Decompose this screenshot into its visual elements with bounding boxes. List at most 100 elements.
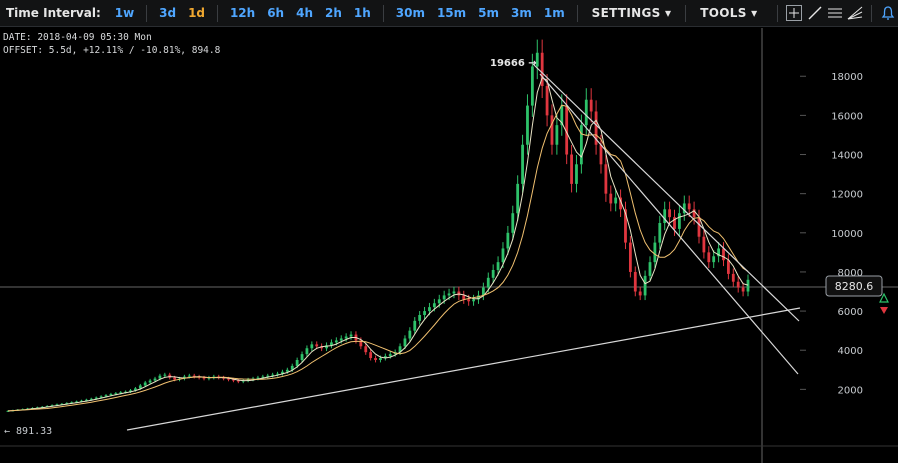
candle-body: [447, 293, 451, 296]
candle-body: [379, 358, 382, 361]
moving-average-fast-line: [7, 76, 749, 412]
candle-body: [712, 256, 716, 263]
candle-body: [310, 344, 314, 349]
candle-body: [673, 217, 676, 229]
candle-body: [369, 352, 373, 359]
toolbar-divider: [685, 4, 687, 22]
candle-body: [187, 375, 191, 377]
candle-body: [570, 154, 573, 184]
resistance-trendline: [532, 63, 800, 322]
y-axis-label: 18000: [831, 72, 863, 83]
candle-body: [236, 380, 240, 382]
candle-body: [408, 330, 412, 339]
interval-5m[interactable]: 5m: [478, 6, 500, 20]
y-axis-label: 2000: [838, 385, 863, 396]
interval-1w[interactable]: 1w: [114, 6, 135, 20]
candle-body: [94, 397, 98, 399]
candle-body: [722, 248, 725, 261]
candle-body: [129, 390, 132, 392]
candle-body: [589, 99, 593, 112]
candle-body: [736, 281, 740, 288]
candle-body: [143, 382, 147, 386]
candle-body: [344, 336, 348, 339]
candle-body: [65, 403, 69, 405]
candle-body: [75, 401, 79, 403]
candle-body: [148, 380, 152, 383]
bell-icon[interactable]: [878, 3, 898, 23]
candle-body: [285, 369, 289, 372]
candle-body: [423, 311, 426, 315]
candle-body: [330, 342, 333, 346]
toolbar-divider: [217, 4, 218, 22]
crosshair-info: DATE: 2018-04-09 05:30 Mon OFFSET: 5.5d,…: [3, 31, 220, 57]
price-chart[interactable]: 18000 16000 14000 12000 10000 8000 6000 4000 200…: [0, 28, 898, 463]
candle-body: [89, 398, 93, 400]
candle-body: [70, 402, 74, 404]
candle-body: [158, 375, 162, 379]
horizontal-lines-icon[interactable]: [825, 3, 845, 23]
alert-down-marker-icon[interactable]: [880, 307, 888, 314]
date-readout: DATE: 2018-04-09 05:30 Mon: [3, 32, 152, 43]
interval-1h[interactable]: 1h: [353, 6, 371, 20]
candle-body: [418, 314, 422, 321]
candle-body: [594, 111, 598, 145]
candle-body: [281, 371, 284, 374]
candle-body: [119, 392, 123, 394]
candle-body: [50, 405, 54, 407]
settings-menu[interactable]: SETTINGS ▾: [584, 6, 680, 20]
candle-body: [579, 125, 583, 165]
candle-body: [432, 303, 436, 308]
candle-body: [276, 373, 279, 375]
interval-12h[interactable]: 12h: [229, 6, 256, 20]
candle-body: [491, 269, 495, 278]
candle-body: [604, 164, 608, 194]
candle-body: [398, 346, 402, 353]
interval-4h[interactable]: 4h: [296, 6, 314, 20]
interval-3d[interactable]: 3d: [159, 6, 177, 20]
candle-body: [300, 354, 304, 361]
candle-body: [413, 320, 417, 331]
candle-body: [163, 374, 167, 376]
interval-2h[interactable]: 2h: [325, 6, 342, 20]
candle-body: [560, 105, 564, 126]
candle-body: [457, 291, 461, 296]
interval-3m[interactable]: 3m: [511, 6, 532, 20]
alert-up-marker-icon[interactable]: [879, 292, 889, 303]
candle-body: [707, 252, 711, 263]
candle-body: [746, 279, 750, 292]
interval-30m[interactable]: 30m: [395, 6, 425, 20]
fan-icon[interactable]: [845, 3, 865, 23]
candle-body: [521, 144, 524, 184]
candle-body: [246, 379, 250, 381]
candle-body: [677, 213, 681, 229]
trendline-icon[interactable]: [805, 3, 825, 23]
interval-6h[interactable]: 6h: [267, 6, 285, 20]
candle-body: [702, 236, 706, 253]
candle-body: [692, 209, 696, 218]
candle-body: [153, 378, 157, 381]
candle-body: [173, 377, 177, 380]
candle-body: [565, 105, 569, 155]
top-toolbar: Time Interval: 1w 3d 1d 12h 6h 4h 2h 1h …: [0, 0, 898, 27]
candle-body: [256, 377, 260, 379]
y-axis-label: 12000: [831, 190, 863, 201]
y-axis-label: 14000: [831, 151, 863, 162]
caret-down-icon: ▾: [751, 6, 758, 20]
tools-label: TOOLS: [700, 6, 747, 20]
interval-15m[interactable]: 15m: [436, 6, 467, 20]
candle-body: [545, 86, 549, 116]
candle-body: [496, 262, 500, 270]
current-price-label: 8280.6: [835, 280, 874, 293]
tools-menu[interactable]: TOOLS ▾: [692, 6, 765, 20]
candle-body: [624, 209, 627, 243]
candle-body: [325, 345, 328, 349]
interval-1m[interactable]: 1m: [543, 6, 565, 20]
candle-body: [114, 393, 118, 395]
candle-body: [442, 295, 446, 300]
interval-1d[interactable]: 1d: [188, 6, 206, 20]
settings-label: SETTINGS: [591, 6, 661, 20]
crosshair-icon[interactable]: [784, 3, 804, 23]
candle-body: [305, 348, 309, 355]
candle-body: [481, 287, 485, 296]
candle-body: [633, 271, 637, 292]
